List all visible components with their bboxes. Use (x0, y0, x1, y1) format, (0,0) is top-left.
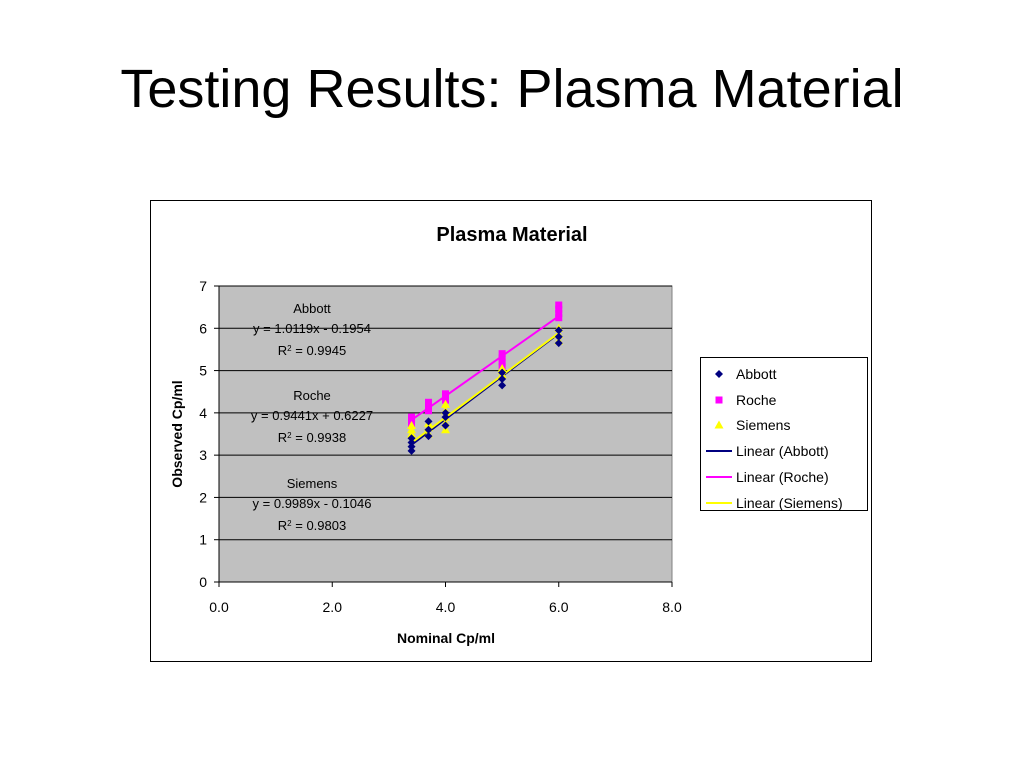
point-roche-10 (498, 358, 506, 366)
x-tick-label-0: 0.0 (209, 599, 229, 615)
point-roche-12 (498, 350, 506, 358)
point-abbott-15 (554, 326, 563, 335)
point-abbott-5 (424, 425, 433, 434)
point-abbott-7 (441, 421, 450, 430)
y-tick-label-7: 7 (199, 278, 207, 294)
legend-item-siemens: Siemens (705, 413, 867, 439)
legend-swatch (705, 444, 733, 458)
point-roche-14 (555, 309, 563, 317)
y-tick-label-6: 6 (199, 320, 207, 336)
point-siemens-2 (407, 421, 417, 430)
point-roche-15 (555, 305, 563, 313)
legend-item-roche: Roche (705, 387, 867, 413)
point-abbott-12 (498, 368, 507, 377)
x-tick-label-1: 2.0 (323, 599, 343, 615)
y-tick-label-1: 1 (199, 532, 207, 548)
trendline-siemens (410, 332, 560, 444)
legend-swatch (705, 496, 733, 510)
point-roche-5 (425, 398, 433, 406)
legend-marker (715, 396, 723, 404)
point-roche-2 (408, 413, 416, 421)
annotation-roche-label: Roche (293, 388, 331, 403)
legend-marker (714, 420, 724, 429)
y-tick-label-3: 3 (199, 447, 207, 463)
point-abbott-3 (407, 434, 416, 443)
point-abbott-8 (441, 413, 450, 422)
point-siemens-13 (497, 363, 507, 372)
legend-item-linear-roche: Linear (Roche) (705, 464, 867, 490)
legend-marker (715, 369, 723, 378)
legend-item-abbott: Abbott (705, 361, 867, 387)
legend-item-linear-abbott: Linear (Abbott) (705, 438, 867, 464)
legend-swatch (705, 418, 733, 432)
legend-label: Siemens (736, 417, 791, 434)
annotation-siemens-equation: y = 0.9989x - 0.1046 (253, 496, 372, 511)
point-abbott-6 (424, 417, 433, 426)
x-tick-label-3: 6.0 (549, 599, 569, 615)
annotation-siemens-label: Siemens (287, 476, 338, 491)
legend-label: Linear (Siemens) (736, 494, 843, 511)
point-roche-3 (425, 407, 433, 415)
legend-line-icon (706, 450, 732, 453)
legend-swatch (705, 393, 733, 407)
legend-line-icon (706, 476, 732, 479)
point-siemens-1 (407, 425, 417, 434)
legend-item-linear-siemens: Linear (Siemens) (705, 490, 867, 516)
trendline-roche (410, 315, 560, 421)
x-axis-title: Nominal Cp/ml (397, 630, 495, 646)
point-abbott-2 (407, 438, 416, 447)
point-abbott-11 (498, 375, 507, 384)
y-tick-label-2: 2 (199, 489, 207, 505)
legend-swatch (705, 367, 733, 381)
point-roche-4 (425, 403, 433, 411)
legend-label: Linear (Roche) (736, 469, 829, 486)
point-roche-13 (555, 314, 563, 322)
legend-triangle-icon (714, 420, 724, 429)
point-roche-8 (442, 390, 449, 398)
y-tick-label-4: 4 (199, 405, 207, 421)
point-abbott-0 (407, 446, 416, 455)
y-tick-label-0: 0 (199, 574, 207, 590)
chart-legend: Abbott Roche Siemens Linear (Abbott) Linear … (700, 357, 868, 511)
y-axis-title: Observed Cp/ml (169, 380, 185, 487)
point-siemens-0 (407, 429, 417, 438)
legend-square-icon (715, 396, 723, 404)
annotation-roche-equation: y = 0.9441x + 0.6227 (251, 408, 373, 423)
legend-diamond-icon (715, 369, 723, 378)
point-abbott-14 (554, 332, 563, 341)
annotation-siemens-r2: R2 = 0.9803 (278, 518, 346, 533)
legend-label: Linear (Abbott) (736, 443, 829, 460)
legend-label: Roche (736, 391, 777, 408)
annotation-abbott-label: Abbott (293, 301, 331, 316)
point-roche-16 (555, 301, 563, 309)
legend-swatch (705, 470, 733, 484)
point-roche-11 (498, 354, 506, 362)
point-abbott-10 (498, 381, 507, 390)
point-abbott-9 (441, 408, 450, 417)
point-abbott-4 (424, 432, 433, 441)
x-tick-label-4: 8.0 (662, 599, 682, 615)
x-tick-label-2: 4.0 (436, 599, 456, 615)
annotation-roche-r2: R2 = 0.9938 (278, 430, 346, 445)
legend-line-icon (706, 501, 732, 504)
slide-title: Testing Results: Plasma Material (120, 59, 904, 119)
annotation-abbott-equation: y = 1.0119x - 0.1954 (253, 321, 371, 336)
legend-label: Abbott (736, 365, 777, 382)
y-tick-label-5: 5 (199, 363, 207, 379)
point-abbott-13 (554, 339, 563, 348)
chart-title: Plasma Material (436, 224, 587, 246)
annotation-abbott-r2: R2 = 0.9945 (278, 343, 346, 358)
point-abbott-1 (407, 442, 416, 451)
point-siemens-10 (441, 399, 450, 408)
